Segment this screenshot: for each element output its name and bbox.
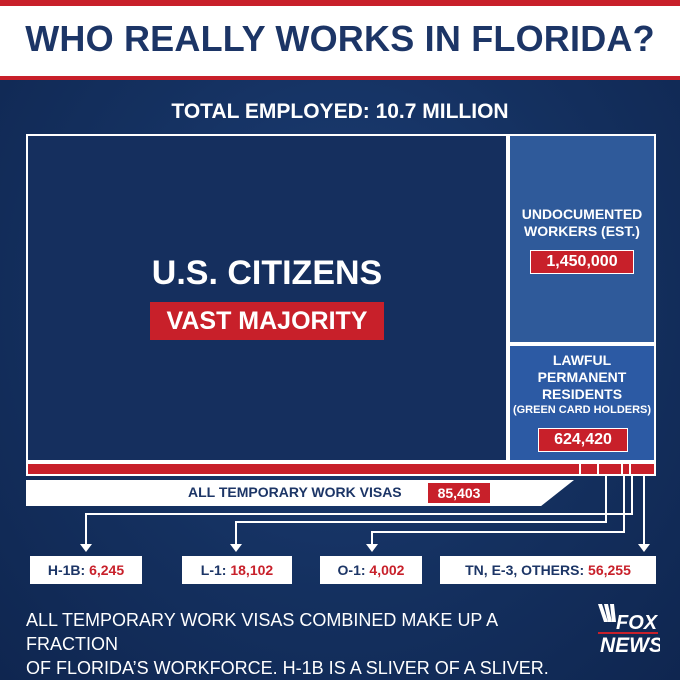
visa-category-label: TN, E-3, OTHERS: — [465, 562, 585, 578]
visa-category-value: 56,255 — [588, 562, 631, 578]
visa-category-value: 18,102 — [230, 562, 274, 578]
title-top-rule — [0, 0, 680, 6]
visa-category-h1b: H-1B: 6,245 — [30, 556, 142, 584]
visa-category-label: L-1: — [200, 562, 227, 578]
logo-rule — [598, 632, 658, 634]
logo-news-text: NEWS — [600, 634, 660, 657]
lpr-label-line: RESIDENTS — [541, 386, 623, 402]
undocumented-value-badge: 1,450,000 — [530, 250, 634, 274]
arrowhead-o1 — [366, 544, 378, 552]
us-citizens-label: U.S. CITIZENS — [151, 254, 383, 292]
visa-category-o1: O-1: 4,002 — [320, 556, 422, 584]
connector-l1 — [235, 476, 607, 546]
footer-line: OF FLORIDA’S WORKFORCE. H-1B IS A SLIVER… — [26, 658, 549, 678]
fox-news-logo-icon: FOX NEWS — [598, 604, 660, 657]
segment-us-citizens — [26, 134, 508, 462]
visa-banner-label: ALL TEMPORARY WORK VISAS — [188, 484, 402, 500]
title-bottom-rule — [0, 76, 680, 80]
arrowhead-l1 — [230, 544, 242, 552]
visa-category-value: 6,245 — [89, 562, 125, 578]
visa-category-label: O-1: — [337, 562, 366, 578]
footer-line: ALL TEMPORARY WORK VISAS COMBINED MAKE U… — [26, 610, 498, 654]
title-band — [0, 0, 680, 80]
chart-subtitle: TOTAL EMPLOYED: 10.7 MILLION — [171, 100, 509, 123]
lpr-sublabel: (GREEN CARD HOLDERS) — [512, 404, 652, 416]
arrowhead-h1b — [80, 544, 92, 552]
visa-category-value: 4,002 — [369, 562, 405, 578]
logo-fox-text: FOX — [616, 612, 659, 634]
visa-category-label: H-1B: — [47, 562, 86, 578]
visa-total-badge: 85,403 — [428, 483, 490, 503]
lpr-label: LAWFUL PERMANENT RESIDENTS — [508, 352, 656, 403]
us-citizens-value-badge: VAST MAJORITY — [150, 302, 384, 340]
arrowhead-others — [638, 544, 650, 552]
connector-o1 — [371, 476, 625, 546]
visa-category-l1: L-1: 18,102 — [182, 556, 292, 584]
segment-temporary-work-visas — [26, 462, 656, 476]
logo-searchlight-beam — [604, 604, 612, 622]
chart-title: WHO REALLY WORKS IN FLORIDA? — [25, 18, 655, 59]
undocumented-label: UNDOCUMENTED WORKERS (EST.) — [508, 206, 656, 240]
lpr-label-line: PERMANENT — [537, 369, 627, 385]
logo-searchlight-beam — [598, 604, 608, 622]
lpr-value-badge: 624,420 — [538, 428, 628, 452]
undocumented-label-line: UNDOCUMENTED — [521, 206, 643, 222]
visa-category-others: TN, E-3, OTHERS: 56,255 — [440, 556, 656, 584]
undocumented-label-line: WORKERS (EST.) — [524, 223, 640, 239]
logo-searchlight-beam — [610, 604, 616, 622]
connector-h1b — [85, 476, 633, 546]
lpr-label-line: LAWFUL — [552, 352, 612, 368]
footer-caption: ALL TEMPORARY WORK VISAS COMBINED MAKE U… — [26, 608, 586, 680]
segment-undocumented-workers — [508, 134, 656, 344]
